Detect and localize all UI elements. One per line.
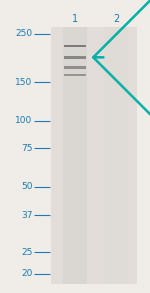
Bar bbox=[64, 56, 86, 59]
Text: 250: 250 bbox=[15, 29, 32, 38]
Bar bbox=[104, 27, 128, 284]
Bar bbox=[63, 27, 87, 284]
Text: 37: 37 bbox=[21, 211, 32, 220]
Text: 1: 1 bbox=[72, 14, 78, 24]
Text: 50: 50 bbox=[21, 182, 32, 191]
Text: 20: 20 bbox=[21, 269, 32, 278]
Text: 75: 75 bbox=[21, 144, 32, 153]
Text: 25: 25 bbox=[21, 248, 32, 257]
Text: 100: 100 bbox=[15, 116, 32, 125]
Bar bbox=[64, 74, 86, 76]
Text: 150: 150 bbox=[15, 78, 32, 87]
Text: 2: 2 bbox=[113, 14, 120, 24]
Bar bbox=[51, 27, 137, 284]
Bar bbox=[64, 45, 86, 47]
Bar bbox=[64, 67, 86, 69]
